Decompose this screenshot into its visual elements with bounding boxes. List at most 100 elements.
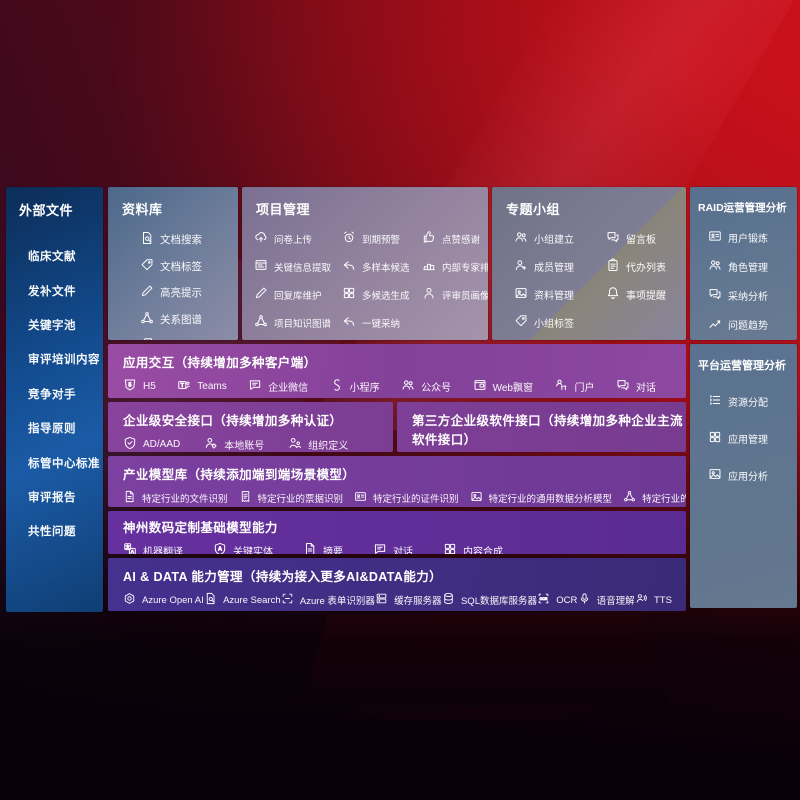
interaction-item-h5[interactable]: H5 bbox=[123, 378, 156, 395]
sidebar-item-review-training[interactable]: 审评培训内容 bbox=[28, 354, 100, 367]
group-item-reminders[interactable]: 事项提醒 bbox=[606, 286, 686, 303]
project-item-like-thanks[interactable]: 点赞感谢 bbox=[422, 230, 488, 247]
sidebar-item-review-reports[interactable]: 审评报告 bbox=[28, 491, 76, 504]
interaction-item-web-popup[interactable]: Web飘窗 bbox=[473, 378, 533, 395]
person-gear-icon bbox=[204, 436, 218, 452]
interaction-item-teams[interactable]: Teams bbox=[177, 378, 227, 395]
sidebar-item-guidelines[interactable]: 指导原则 bbox=[28, 423, 76, 436]
base-item-machine-translation[interactable]: 机器翻译 bbox=[123, 542, 183, 554]
interaction-item-miniprogram[interactable]: 小程序 bbox=[330, 378, 380, 395]
tts-icon bbox=[635, 592, 648, 608]
panel-title-platform: 平台运营管理分析 bbox=[698, 360, 786, 372]
row-title-base-models: 神州数码定制基础模型能力 bbox=[123, 521, 278, 535]
aidata-item-cache-server[interactable]: 缓存服务器 bbox=[375, 592, 442, 608]
industry-item-file-recognition[interactable]: 特定行业的文件识别 bbox=[123, 490, 228, 506]
security-item-ad-aad[interactable]: AD/AAD bbox=[123, 436, 180, 452]
aidata-item-tts[interactable]: TTS bbox=[635, 592, 672, 608]
row-title-third-party: 第三方企业级软件接口（持续增加多种企业主流软件接口） bbox=[412, 414, 683, 447]
security-item-org-definition[interactable]: 组织定义 bbox=[288, 436, 348, 452]
raid-item-role-management[interactable]: 角色管理 bbox=[708, 258, 797, 275]
aidata-item-form-recognizer[interactable]: Azure 表单识别器 bbox=[281, 592, 375, 608]
base-item-content-synthesis[interactable]: 内容合成 bbox=[443, 542, 503, 554]
enterprise-security-row: 企业级安全接口（持续增加多种认证） AD/AAD 本地账号 组织定义 bbox=[108, 402, 393, 452]
people-icon bbox=[514, 230, 528, 247]
interaction-item-portal[interactable]: 门户 bbox=[554, 378, 594, 395]
group-item-members[interactable]: 成员管理 bbox=[514, 258, 606, 275]
library-panel: 资料库 文档搜索 文档标签 高亮提示 关系图谱 文档分类 bbox=[108, 187, 238, 340]
project-item-expert-ranking[interactable]: 内部专家排名 bbox=[422, 258, 488, 275]
library-item-doc-search[interactable]: 文档搜索 bbox=[140, 231, 238, 248]
people-icon bbox=[401, 378, 415, 395]
row-title-security: 企业级安全接口（持续增加多种认证） bbox=[123, 414, 343, 428]
aidata-item-azure-openai[interactable]: Azure Open AI bbox=[123, 592, 204, 608]
industry-item-data-analysis-model[interactable]: 特定行业的通用数据分析模型 bbox=[470, 490, 612, 506]
panel-title-raid: RAID运营管理分析 bbox=[698, 202, 787, 214]
project-item-reviewer-portrait[interactable]: 评审员画像 bbox=[422, 286, 488, 303]
platform-item-app-management[interactable]: 应用管理 bbox=[708, 430, 797, 447]
group-item-materials[interactable]: 资料管理 bbox=[514, 286, 606, 303]
project-item-knowledge-graph[interactable]: 项目知识图谱 bbox=[254, 314, 342, 331]
people-icon bbox=[708, 258, 722, 275]
interaction-item-official-account[interactable]: 公众号 bbox=[401, 378, 451, 395]
sidebar-item-keyword-pool[interactable]: 关键字池 bbox=[28, 319, 76, 332]
industry-item-id-recognition[interactable]: 特定行业的证件识别 bbox=[354, 490, 459, 506]
thumbs-up-icon bbox=[422, 230, 436, 247]
sidebar-item-center-standards[interactable]: 标管中心标准 bbox=[28, 457, 100, 470]
raid-item-adoption-analysis[interactable]: 采纳分析 bbox=[708, 287, 797, 304]
library-item-doc-category[interactable]: 文档分类 bbox=[140, 337, 238, 340]
library-item-doc-tags[interactable]: 文档标签 bbox=[140, 258, 238, 275]
aidata-item-ocr[interactable]: OCR bbox=[537, 592, 577, 608]
project-item-reply-library[interactable]: 回复库维护 bbox=[254, 286, 342, 303]
base-item-dialog[interactable]: 对话 bbox=[373, 542, 413, 554]
industry-item-receipt-recognition[interactable]: 特定行业的票据识别 bbox=[239, 490, 343, 506]
library-item-relation-graph[interactable]: 关系图谱 bbox=[140, 311, 238, 328]
aidata-item-sql-database[interactable]: SQL数据库服务器 bbox=[442, 592, 537, 608]
database-icon bbox=[442, 592, 455, 608]
teams-icon bbox=[177, 378, 191, 395]
interaction-item-dialog[interactable]: 对话 bbox=[616, 378, 656, 395]
group-item-message-board[interactable]: 留言板 bbox=[606, 230, 686, 247]
list-icon bbox=[708, 393, 722, 410]
aidata-item-speech-understanding[interactable]: 语音理解 bbox=[578, 592, 635, 608]
grid-icon bbox=[342, 286, 356, 303]
project-item-key-info-extract[interactable]: 关键信息提取 bbox=[254, 258, 342, 275]
org-people-icon bbox=[288, 436, 302, 452]
group-item-todo-list[interactable]: 代办列表 bbox=[606, 258, 686, 275]
id-card-icon bbox=[354, 490, 367, 506]
clipboard-icon bbox=[606, 258, 620, 275]
sidebar-item-supplement-files[interactable]: 发补文件 bbox=[28, 285, 76, 298]
sidebar-item-clinical-literature[interactable]: 临床文献 bbox=[28, 251, 76, 264]
base-item-key-entity[interactable]: 关键实体 bbox=[213, 542, 273, 554]
external-files-list: 临床文献 发补文件 关键字池 审评培训内容 竞争对手 指导原则 标管中心标准 审… bbox=[6, 219, 103, 549]
grid-icon bbox=[443, 542, 457, 554]
brackets-doc-icon bbox=[281, 592, 294, 608]
group-item-tags[interactable]: 小组标签 bbox=[514, 314, 606, 331]
tag-icon bbox=[140, 258, 154, 275]
person-add-icon bbox=[514, 258, 528, 275]
sidebar-item-competitors[interactable]: 竞争对手 bbox=[28, 388, 76, 401]
project-item-multi-sample-candidates[interactable]: 多样本候选 bbox=[342, 258, 422, 275]
security-item-local-account[interactable]: 本地账号 bbox=[204, 436, 264, 452]
row-title-ai-data: AI & DATA 能力管理（持续为接入更多AI&DATA能力） bbox=[123, 570, 443, 584]
raid-item-issue-trend[interactable]: 问题趋势 bbox=[708, 316, 797, 333]
interaction-item-wecom[interactable]: 企业微信 bbox=[248, 378, 308, 395]
raid-item-user-training[interactable]: 用户锻炼 bbox=[708, 229, 797, 246]
sidebar-item-common-issues[interactable]: 共性问题 bbox=[28, 526, 76, 539]
group-item-create[interactable]: 小组建立 bbox=[514, 230, 606, 247]
library-item-highlight[interactable]: 高亮提示 bbox=[140, 284, 238, 301]
project-item-questionnaire-upload[interactable]: 问卷上传 bbox=[254, 230, 342, 247]
miniprogram-icon bbox=[330, 378, 344, 395]
industry-item-knowledge-graph-model[interactable]: 特定行业的通用知识图谱模型 bbox=[623, 490, 686, 506]
edit-pen-icon bbox=[254, 286, 268, 303]
platform-item-resource-allocation[interactable]: 资源分配 bbox=[708, 393, 797, 410]
project-item-multi-candidate-gen[interactable]: 多候选生成 bbox=[342, 286, 422, 303]
base-item-summary[interactable]: 摘要 bbox=[303, 542, 343, 554]
platform-item-app-analysis[interactable]: 应用分析 bbox=[708, 467, 797, 484]
reply-arrow-icon bbox=[342, 314, 356, 331]
project-item-due-warning[interactable]: 到期预警 bbox=[342, 230, 422, 247]
project-item-one-click-adopt[interactable]: 一键采纳 bbox=[342, 314, 422, 331]
aidata-item-azure-search[interactable]: Azure Search bbox=[204, 592, 281, 608]
window-icon bbox=[473, 378, 487, 395]
doc-search-icon bbox=[204, 592, 217, 608]
